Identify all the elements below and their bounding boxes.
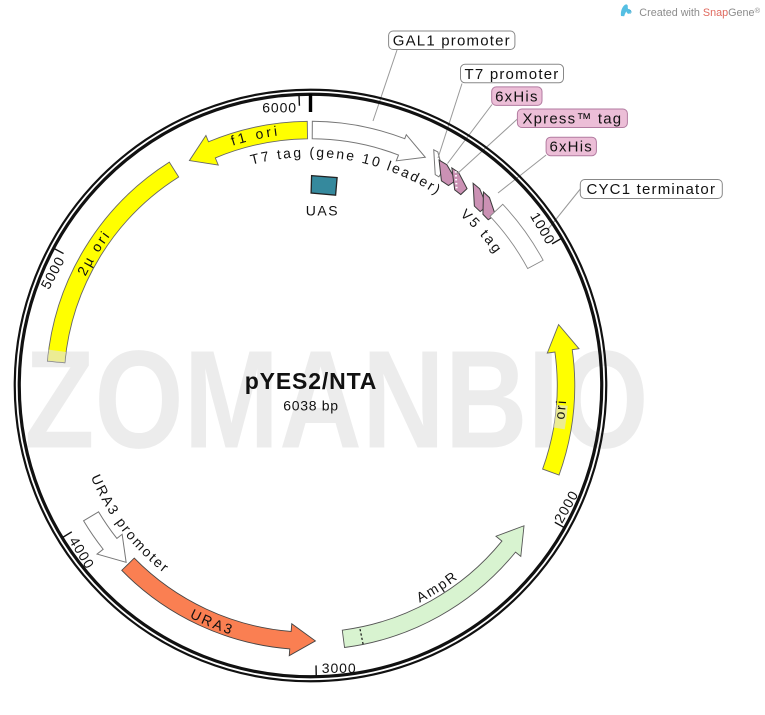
svg-text:Created with SnapGene®: Created with SnapGene® (639, 6, 760, 19)
svg-text:T7 promoter: T7 promoter (465, 66, 560, 83)
svg-text:3000: 3000 (322, 660, 357, 676)
svg-text:ori: ori (551, 398, 569, 420)
svg-text:UAS: UAS (306, 203, 339, 219)
svg-text:ZOMANBIO: ZOMANBIO (24, 322, 648, 478)
svg-text:6xHis: 6xHis (549, 139, 593, 156)
svg-text:Xpress™ tag: Xpress™ tag (522, 111, 622, 128)
svg-text:CYC1 terminator: CYC1 terminator (586, 181, 716, 198)
svg-text:pYES2/NTA: pYES2/NTA (245, 368, 377, 394)
svg-text:6xHis: 6xHis (495, 88, 539, 105)
svg-text:GAL1 promoter: GAL1 promoter (393, 33, 511, 50)
svg-text:6038 bp: 6038 bp (283, 398, 339, 414)
svg-text:6000: 6000 (262, 100, 297, 116)
